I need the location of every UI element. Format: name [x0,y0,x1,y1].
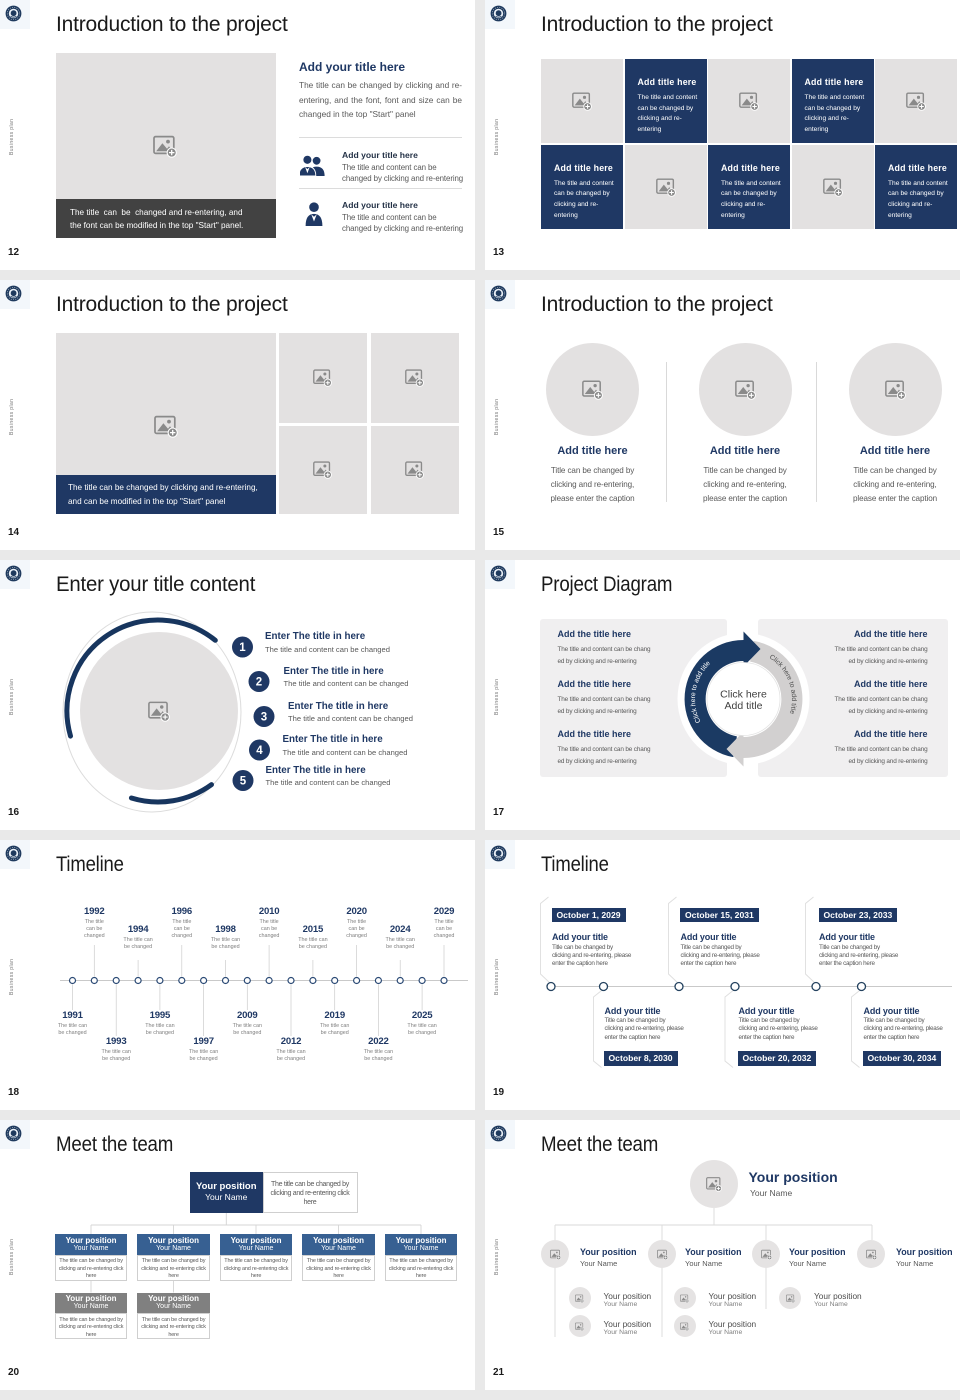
svg-text:2: 2 [256,677,262,689]
svg-text:4: 4 [256,745,263,757]
svg-text:Click here: Click here [720,689,767,701]
svg-text:3: 3 [261,712,267,724]
svg-text:5: 5 [240,776,247,788]
svg-text:Add title: Add title [725,700,763,712]
svg-text:1: 1 [239,642,246,654]
